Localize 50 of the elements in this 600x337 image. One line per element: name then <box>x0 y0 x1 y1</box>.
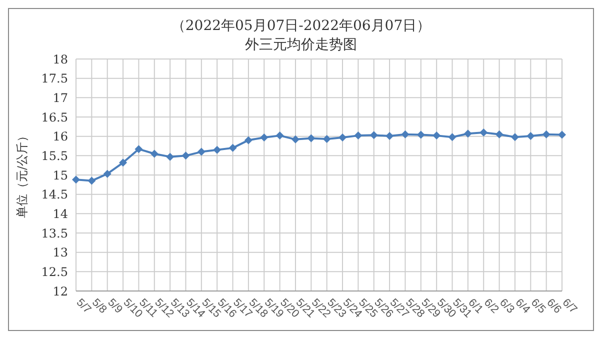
point <box>307 134 316 142</box>
point <box>510 133 519 142</box>
point <box>386 132 394 140</box>
y-tick-label: 16 <box>52 130 68 144</box>
point <box>260 133 268 142</box>
point <box>480 128 488 136</box>
point <box>103 170 112 178</box>
point <box>166 152 174 161</box>
y-tick-label: 18 <box>52 52 68 66</box>
point <box>448 133 456 142</box>
x-tick-label: 5/7 <box>74 296 94 316</box>
point <box>558 130 566 139</box>
chart-title: （2022年05月07日-2022年06月07日） <box>170 17 432 35</box>
y-tick-label: 17 <box>52 90 68 105</box>
point <box>542 130 550 138</box>
y-tick-label: 15.5 <box>41 148 68 163</box>
point <box>354 132 362 140</box>
point <box>416 130 425 139</box>
point <box>432 132 441 140</box>
y-tick-label: 16.5 <box>41 110 68 124</box>
point <box>495 130 504 138</box>
chart-subtitle: 外三元均价走势图 <box>244 36 358 54</box>
point <box>401 130 410 138</box>
point <box>182 152 190 160</box>
point <box>119 158 128 167</box>
point <box>197 148 206 156</box>
point <box>338 133 347 142</box>
point <box>322 135 331 144</box>
point <box>150 150 158 158</box>
point <box>228 144 237 152</box>
y-tick-label: 12 <box>52 284 68 298</box>
y-tick-label: 17.5 <box>41 72 68 86</box>
y-axis-title: 单位（元/公斤） <box>15 130 29 218</box>
y-tick-label: 15 <box>52 168 68 182</box>
point <box>134 145 143 154</box>
y-tick-label: 13.5 <box>41 226 68 240</box>
point <box>276 132 284 140</box>
x-tick-label: 5/9 <box>105 296 125 316</box>
point <box>370 131 378 140</box>
point <box>464 130 472 138</box>
point <box>213 146 222 154</box>
point <box>244 136 252 144</box>
point <box>72 176 80 184</box>
y-tick-label: 13 <box>52 246 68 260</box>
point <box>88 176 96 185</box>
y-tick-label: 12.5 <box>41 264 68 279</box>
y-tick-label: 14.5 <box>41 188 68 202</box>
point <box>291 135 300 144</box>
point <box>526 132 535 140</box>
y-tick-label: 14 <box>52 206 68 221</box>
